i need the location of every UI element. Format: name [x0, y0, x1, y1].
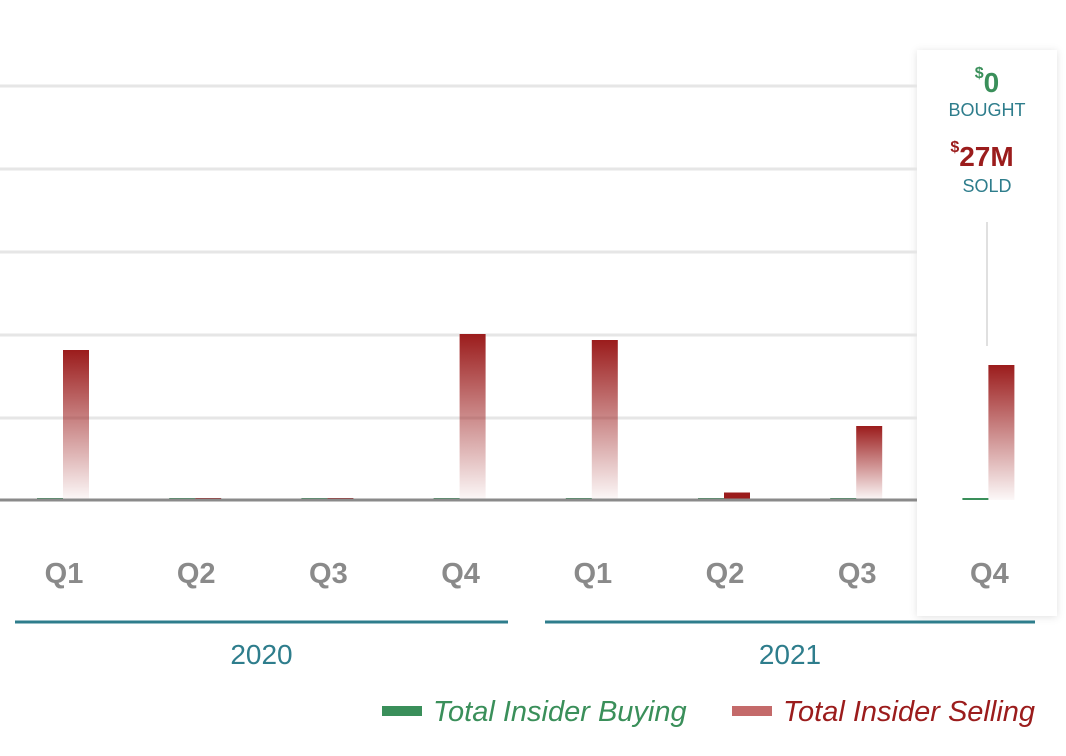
tick-label-6: Q3	[838, 558, 877, 590]
legend-label-buying: Total Insider Buying	[433, 696, 687, 728]
year-label-2020: 2020	[230, 639, 292, 670]
bar-buying-7[interactable]	[962, 498, 989, 500]
tooltip-bought-symbol: $	[975, 65, 984, 82]
year-groups: 2020 2021	[15, 620, 1035, 670]
tick-label-5: Q2	[706, 558, 745, 590]
tick-label-7: Q4	[970, 558, 1009, 590]
legend: Total Insider Buying Total Insider Selli…	[382, 696, 1035, 728]
tooltip-sold-value-text: $27M	[950, 139, 1013, 172]
legend-label-selling: Total Insider Selling	[783, 696, 1035, 728]
tooltip-bought-value-text: $0	[975, 65, 999, 98]
tooltip-bought-label: BOUGHT	[948, 100, 1025, 120]
legend-swatch-buying	[382, 706, 422, 716]
legend-swatch-selling	[732, 706, 772, 716]
year-label-2021: 2021	[759, 639, 821, 670]
tick-label-4: Q1	[573, 558, 612, 590]
bar-selling-4[interactable]	[591, 340, 618, 500]
tick-label-2: Q3	[309, 558, 348, 590]
bar-selling-7[interactable]	[988, 365, 1015, 500]
tooltip-sold-symbol: $	[950, 139, 959, 156]
grid-lines	[0, 84, 917, 420]
bar-selling-3[interactable]	[459, 334, 486, 500]
bar-selling-0[interactable]	[63, 350, 89, 500]
bar-selling-6[interactable]	[856, 426, 883, 500]
tick-label-3: Q4	[441, 558, 480, 590]
tick-label-1: Q2	[177, 558, 216, 590]
bar-selling-5[interactable]	[724, 492, 750, 501]
tooltip-bought-value: 0	[984, 67, 1000, 98]
tooltip-sold-label: SOLD	[962, 176, 1011, 196]
tooltip-sold-value: 27M	[959, 141, 1013, 172]
tick-label-0: Q1	[45, 558, 84, 590]
quarter-labels: Q1 Q2 Q3 Q4 Q1 Q2 Q3 Q4	[45, 558, 1009, 590]
tooltip: $0 BOUGHT $27M SOLD	[948, 65, 1026, 346]
